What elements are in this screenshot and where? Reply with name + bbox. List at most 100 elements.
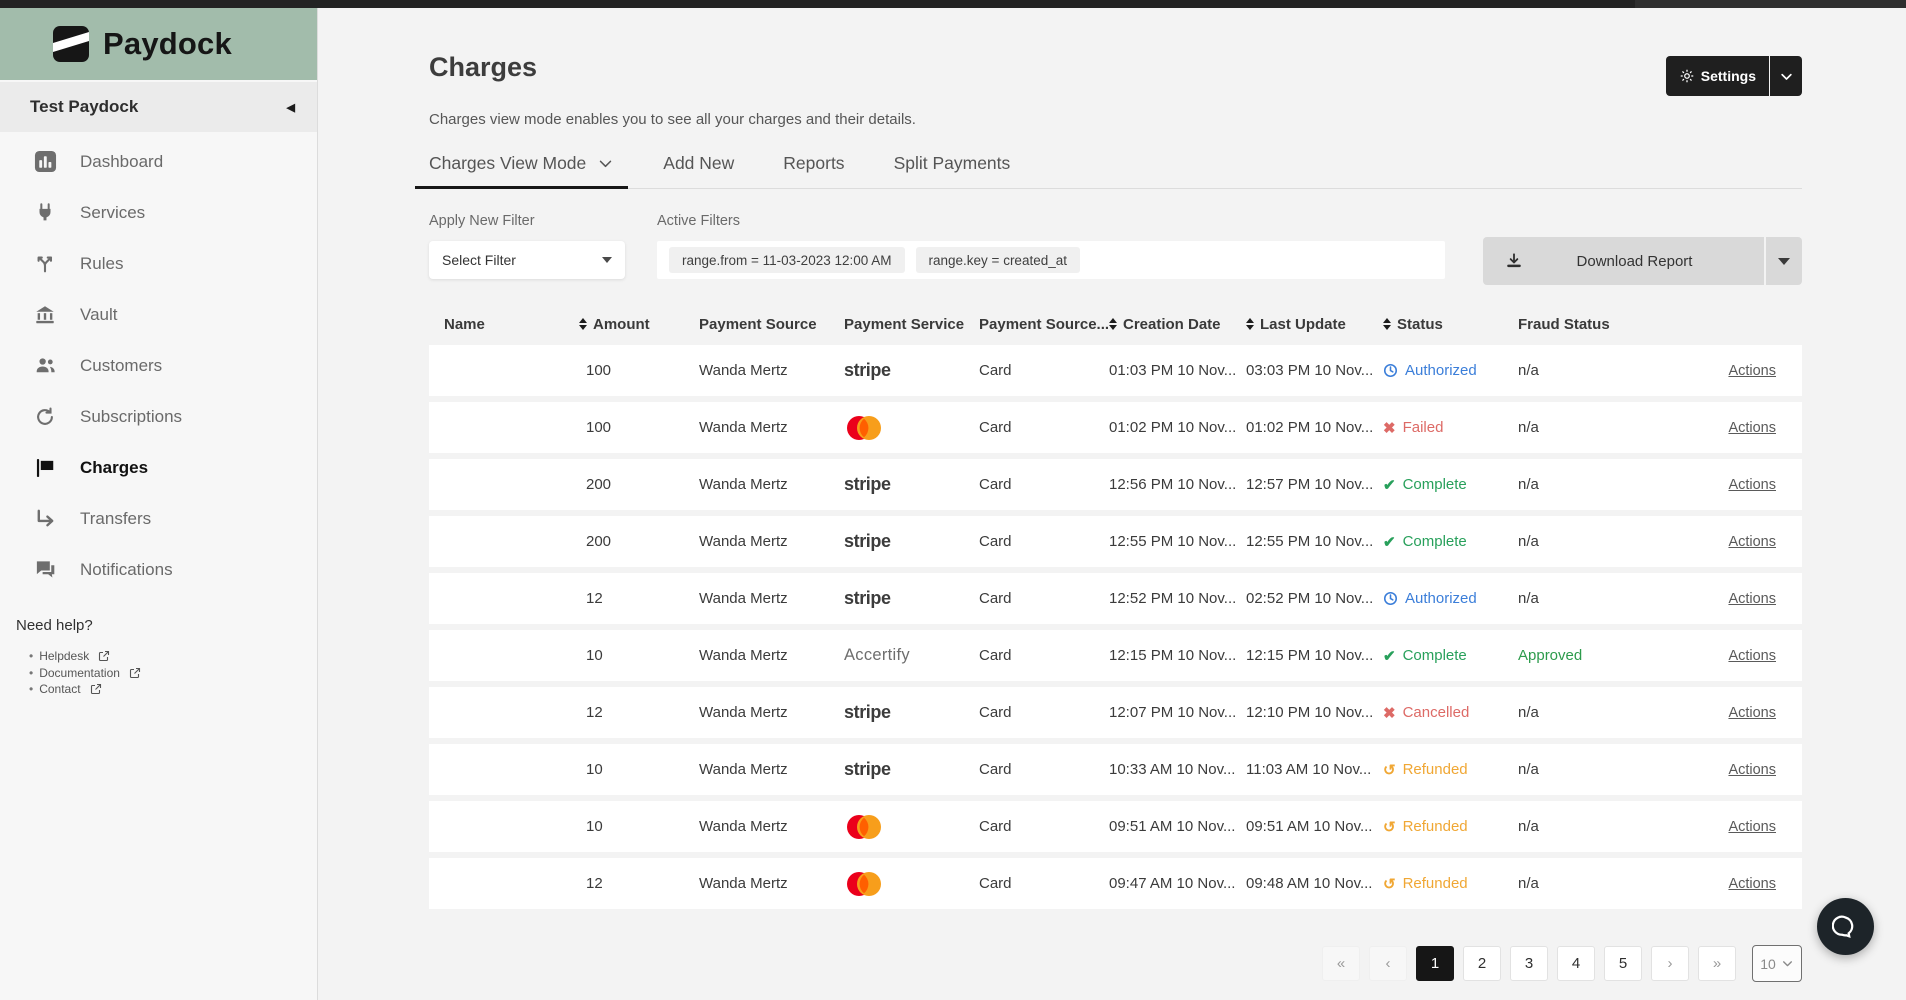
sidebar-item-subscriptions[interactable]: Subscriptions <box>0 391 317 442</box>
sort-icon[interactable] <box>1383 318 1391 331</box>
sidebar-item-label: Customers <box>80 356 162 376</box>
filter-chip[interactable]: range.key = created_at <box>916 247 1080 273</box>
sidebar-item-vault[interactable]: Vault <box>0 289 317 340</box>
table-row: 12Wanda MertzstripeCard12:52 PM 10 Nov..… <box>429 573 1802 624</box>
filter-select[interactable]: Select Filter <box>429 241 625 279</box>
page-size-select[interactable]: 10 <box>1752 945 1802 982</box>
cell-payment-source: Wanda Mertz <box>699 362 844 379</box>
table-row: 10Wanda MertzCard09:51 AM 10 Nov...09:51… <box>429 801 1802 852</box>
help-beacon-button[interactable] <box>1817 898 1874 955</box>
page-button-5[interactable]: 5 <box>1604 946 1642 981</box>
status-badge: ↺Refunded <box>1383 818 1468 836</box>
row-actions-link[interactable]: Actions <box>1728 819 1776 835</box>
account-switcher[interactable]: Test Paydock ◀ <box>0 82 317 132</box>
column-header-status[interactable]: Status <box>1383 316 1518 333</box>
column-header-amount[interactable]: Amount <box>579 316 699 333</box>
settings-dropdown-button[interactable] <box>1770 56 1802 96</box>
tab-charges-view-mode[interactable]: Charges View Mode <box>415 153 628 188</box>
last-page-button[interactable]: » <box>1698 946 1736 981</box>
refund-icon: ↺ <box>1383 875 1396 893</box>
page-button-1[interactable]: 1 <box>1416 946 1454 981</box>
sort-icon[interactable] <box>1109 318 1117 331</box>
column-header-creation-date[interactable]: Creation Date <box>1109 316 1246 333</box>
row-actions-link[interactable]: Actions <box>1728 363 1776 379</box>
cell-status: ↺Refunded <box>1383 818 1518 836</box>
cell-fraud-status: n/a <box>1518 761 1703 778</box>
settings-button[interactable]: Settings <box>1666 56 1802 96</box>
download-report-label: Download Report <box>1523 253 1746 270</box>
row-actions-link[interactable]: Actions <box>1728 420 1776 436</box>
cell-status: Authorized <box>1383 362 1518 379</box>
row-actions-link[interactable]: Actions <box>1728 876 1776 892</box>
download-report-button[interactable]: Download Report <box>1483 237 1802 285</box>
settings-label: Settings <box>1701 68 1756 84</box>
filter-chip[interactable]: range.from = 11-03-2023 12:00 AM <box>669 247 905 273</box>
sidebar-item-transfers[interactable]: Transfers <box>0 493 317 544</box>
cell-last-update: 12:10 PM 10 Nov... <box>1246 704 1383 721</box>
cross-icon: ✖ <box>1383 704 1396 722</box>
sort-icon[interactable] <box>1246 318 1254 331</box>
sidebar-item-label: Services <box>80 203 145 223</box>
help-link-helpdesk[interactable]: •Helpdesk <box>29 648 317 665</box>
cell-creation-date: 09:47 AM 10 Nov... <box>1109 875 1246 892</box>
sidebar-item-customers[interactable]: Customers <box>0 340 317 391</box>
filter-bar: Apply New Filter Select Filter Active Fi… <box>429 213 1802 279</box>
help-link-contact[interactable]: •Contact <box>29 681 317 698</box>
tab-label: Split Payments <box>894 153 1011 174</box>
chat-icon <box>33 558 57 582</box>
cell-creation-date: 12:07 PM 10 Nov... <box>1109 704 1246 721</box>
chevron-down-icon <box>1781 957 1794 970</box>
cell-creation-date: 12:52 PM 10 Nov... <box>1109 590 1246 607</box>
row-actions-link[interactable]: Actions <box>1728 477 1776 493</box>
row-actions-link[interactable]: Actions <box>1728 591 1776 607</box>
sidebar-item-services[interactable]: Services <box>0 187 317 238</box>
sidebar-item-label: Rules <box>80 254 123 274</box>
cell-actions: Actions <box>1703 534 1798 550</box>
cell-status: ✔ Complete <box>1383 533 1518 551</box>
next-page-button[interactable]: › <box>1651 946 1689 981</box>
tab-add-new[interactable]: Add New <box>649 153 748 188</box>
download-icon <box>1505 252 1523 270</box>
tab-split-payments[interactable]: Split Payments <box>880 153 1025 188</box>
apply-filter-group: Apply New Filter Select Filter <box>429 213 625 279</box>
stripe-logo: stripe <box>844 702 891 723</box>
cell-status: ✔Complete <box>1383 647 1518 665</box>
check-icon: ✔ <box>1383 476 1396 494</box>
check-icon: ✔ <box>1383 533 1396 551</box>
download-dropdown-button[interactable] <box>1766 237 1802 285</box>
caret-down-icon <box>1778 258 1790 265</box>
collapse-sidebar-icon[interactable]: ◀ <box>287 101 295 114</box>
cell-status: ↺Refunded <box>1383 875 1518 893</box>
help-heading: Need help? <box>16 617 317 634</box>
cell-actions: Actions <box>1703 648 1798 664</box>
row-actions-link[interactable]: Actions <box>1728 762 1776 778</box>
sidebar-item-dashboard[interactable]: Dashboard <box>0 136 317 187</box>
status-label: Authorized <box>1405 362 1477 379</box>
table-row: 200Wanda MertzstripeCard12:55 PM 10 Nov.… <box>429 516 1802 567</box>
sidebar-item-notifications[interactable]: Notifications <box>0 544 317 595</box>
sidebar-item-rules[interactable]: Rules <box>0 238 317 289</box>
status-badge: ↺Refunded <box>1383 761 1468 779</box>
sidebar-item-charges[interactable]: Charges <box>0 442 317 493</box>
help-link-documentation[interactable]: •Documentation <box>29 665 317 682</box>
brand-header: Paydock <box>0 8 317 80</box>
page-button-2[interactable]: 2 <box>1463 946 1501 981</box>
page-button-3[interactable]: 3 <box>1510 946 1548 981</box>
sidebar-item-label: Dashboard <box>80 152 163 172</box>
row-actions-link[interactable]: Actions <box>1728 648 1776 664</box>
sort-icon[interactable] <box>579 318 587 331</box>
status-label: Complete <box>1403 533 1467 550</box>
cell-payment-source-type: Card <box>979 875 1109 892</box>
plug-icon <box>33 201 57 225</box>
browser-top-strip-segment <box>0 0 1635 8</box>
tab-reports[interactable]: Reports <box>769 153 858 188</box>
row-actions-link[interactable]: Actions <box>1728 705 1776 721</box>
page-button-4[interactable]: 4 <box>1557 946 1595 981</box>
row-actions-link[interactable]: Actions <box>1728 534 1776 550</box>
sidebar-item-label: Vault <box>80 305 118 325</box>
stripe-logo: stripe <box>844 474 891 495</box>
active-filters-box: range.from = 11-03-2023 12:00 AM range.ke… <box>657 241 1445 279</box>
cell-payment-service: stripe <box>844 474 979 495</box>
column-header-last-update[interactable]: Last Update <box>1246 316 1383 333</box>
column-header-name: Name <box>429 316 579 333</box>
